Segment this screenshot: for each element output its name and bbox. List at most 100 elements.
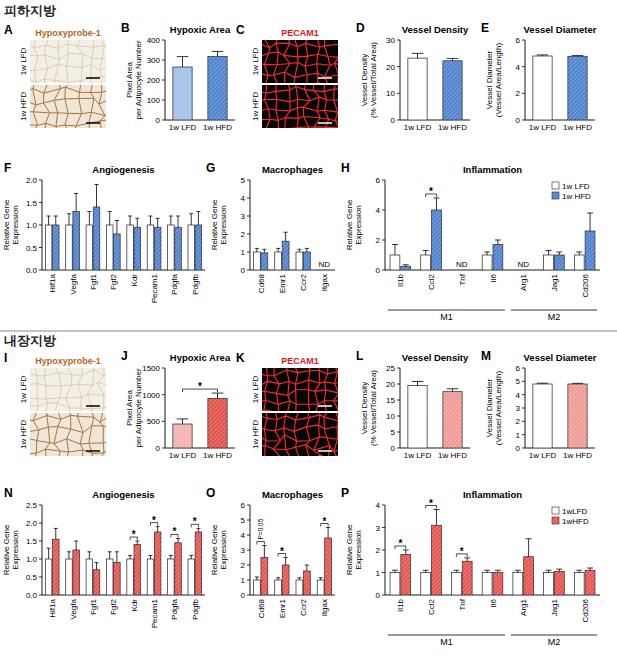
- category-label: Jag1: [550, 273, 559, 291]
- y-tick-label: 5: [391, 428, 396, 437]
- y-axis-label: Relative Gene: [2, 524, 11, 575]
- y-axis: [165, 40, 166, 120]
- y-tick-label: 1: [376, 569, 381, 578]
- category-label: Pdgfb: [191, 598, 200, 619]
- y-axis-label: Vessel Density: [360, 54, 369, 106]
- y-axis: [250, 180, 251, 270]
- y-tick-label: 4: [241, 531, 246, 540]
- bar-hatch: [585, 570, 595, 595]
- bar: [493, 573, 503, 596]
- error-bar: [54, 528, 58, 539]
- error-bar: [67, 552, 71, 559]
- category-label: Kdr: [130, 274, 139, 287]
- bar: [114, 563, 121, 595]
- bar: [168, 225, 175, 270]
- y-tick-label: 20: [386, 63, 395, 72]
- error-bar: [74, 541, 78, 550]
- category-label: 1w HFD: [438, 123, 467, 132]
- marks: [390, 510, 595, 596]
- error-bar: [484, 570, 490, 572]
- error-bar: [526, 539, 532, 557]
- bar: [154, 532, 161, 595]
- category-label: 1w LFD: [404, 123, 432, 132]
- error-bar: [176, 216, 180, 227]
- panel-letter: N: [4, 486, 13, 500]
- bar-hatch: [462, 561, 472, 595]
- error-bar: [169, 216, 173, 225]
- error-bar: [128, 216, 132, 225]
- y-axis-label: (% Vessel/Total Area): [369, 370, 378, 446]
- significance-label: *: [152, 515, 156, 526]
- y-tick-label: 2: [376, 546, 381, 555]
- error-bar: [464, 558, 470, 561]
- error-bar: [54, 216, 58, 225]
- chart-title: Inflammation: [463, 164, 522, 175]
- bar: [73, 212, 80, 271]
- error-bar: [284, 232, 288, 241]
- image-row-label: 1w HFD: [19, 420, 28, 449]
- scale-bar: [318, 405, 332, 407]
- bar: [195, 532, 202, 595]
- y-tick-label: 4: [241, 194, 246, 203]
- bar: [325, 538, 332, 595]
- y-tick-label: 4: [376, 206, 381, 215]
- y-tick-label: 0: [241, 591, 246, 600]
- y-axis-label: Vessel Diameter: [485, 51, 494, 110]
- legend-swatch-hatch: [552, 517, 559, 524]
- bar-hatch: [53, 539, 60, 595]
- error-bar: [392, 570, 398, 572]
- error-bar: [47, 548, 51, 559]
- y-axis-label: Relative Gene: [345, 524, 354, 575]
- category-label: 1w HFD: [203, 451, 232, 460]
- category-label: Il6: [489, 273, 498, 282]
- image-panel: KPECAM11w LFD1w HFD: [236, 351, 351, 471]
- category-label: Vegfa: [69, 598, 78, 619]
- y-tick-label: 20: [386, 380, 395, 389]
- error-bar: [212, 393, 224, 398]
- category-label: Tnf: [458, 598, 467, 610]
- significance-label: *: [398, 538, 402, 549]
- significance-label: *: [460, 546, 464, 557]
- bar-hatch: [195, 225, 202, 270]
- legend-label: 1w LFD: [562, 182, 590, 191]
- legend-swatch: [552, 192, 559, 199]
- y-axis: [250, 505, 251, 595]
- scale-bar: [318, 450, 332, 452]
- error-bar: [587, 213, 593, 231]
- error-bar: [546, 251, 552, 256]
- image-row-label: 1w HFD: [251, 92, 260, 121]
- bar: [195, 225, 202, 270]
- error-bar: [189, 555, 193, 559]
- marks: [408, 381, 462, 448]
- marks: [173, 393, 227, 448]
- y-tick-label: 0.0: [26, 266, 38, 275]
- y-tick-label: 1.5: [26, 537, 38, 546]
- cell-outlines: [262, 368, 338, 411]
- y-tick-label: 3: [516, 404, 521, 413]
- bar: [296, 580, 303, 595]
- y-tick-label: 6: [376, 176, 381, 185]
- category-label: 1w HFD: [203, 123, 232, 132]
- bar: [253, 580, 260, 595]
- y-tick-label: 1.0: [26, 221, 38, 230]
- error-bar: [572, 55, 584, 57]
- y-tick-label: 5: [516, 377, 521, 386]
- y-tick-label: 0: [516, 444, 521, 453]
- cell-outlines: [30, 413, 106, 456]
- panel-letter: O: [206, 486, 215, 500]
- error-bar: [412, 53, 424, 58]
- bar: [66, 559, 73, 595]
- significance-label: *: [198, 381, 202, 392]
- y-tick-label: 0.5: [26, 573, 38, 582]
- marks: [45, 185, 201, 271]
- group-label: M2: [548, 637, 561, 647]
- bar: [168, 559, 175, 595]
- y-axis-label: Expression: [354, 205, 363, 245]
- y-tick-label: 100: [147, 96, 161, 105]
- y-tick-label: 30: [386, 36, 395, 45]
- bar: [175, 543, 182, 595]
- error-bar: [176, 538, 180, 542]
- bar: [93, 570, 100, 595]
- chart: FAngiogenesisRelative GeneExpression0.00…: [2, 161, 205, 303]
- category-label: Ccl2: [427, 273, 436, 290]
